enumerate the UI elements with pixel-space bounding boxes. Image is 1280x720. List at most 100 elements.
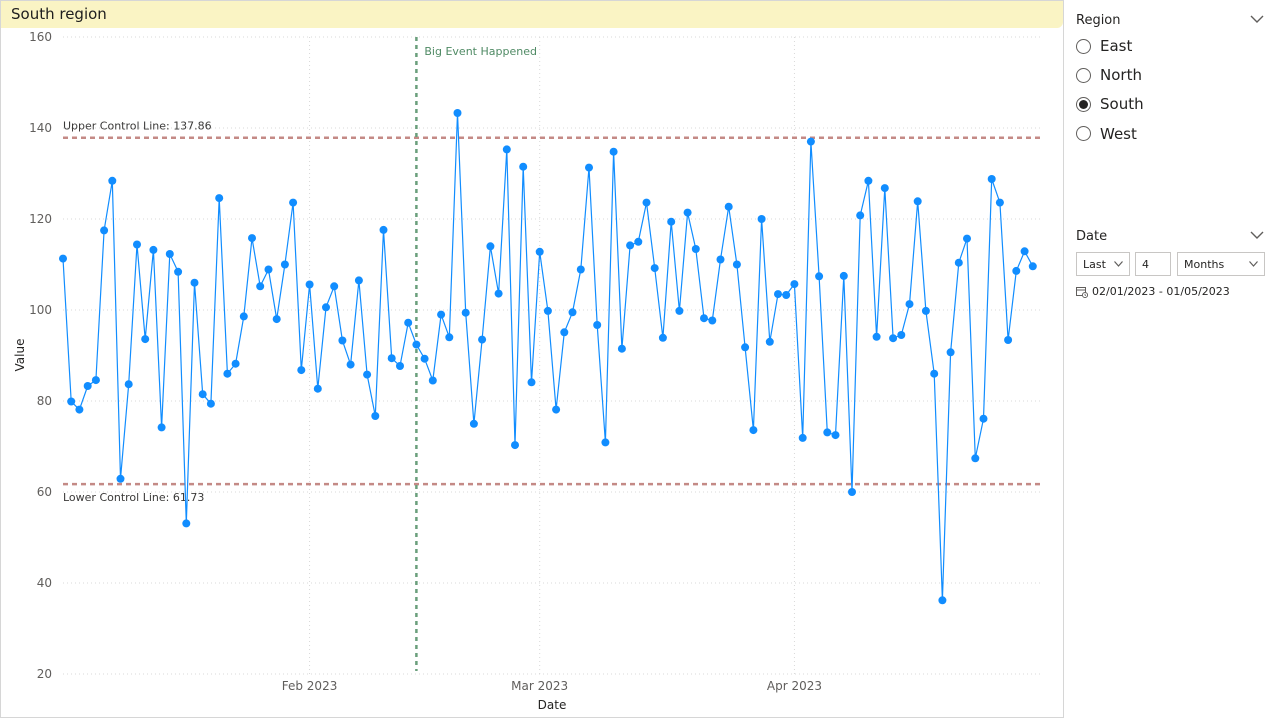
data-point [995, 198, 1004, 207]
data-point [946, 348, 955, 357]
data-point [256, 282, 265, 291]
data-point [617, 344, 626, 353]
data-point [174, 267, 183, 276]
lower-control-label: Lower Control Line: 61.73 [63, 491, 204, 504]
data-point [133, 240, 141, 249]
series-layer [59, 109, 1037, 605]
data-point [1028, 262, 1037, 271]
data-point [971, 454, 980, 463]
data-point [502, 145, 511, 154]
data-point [585, 163, 593, 172]
y-axis-title: Value [13, 339, 27, 372]
chevron-down-icon[interactable] [1250, 14, 1264, 24]
radio-button[interactable] [1076, 96, 1091, 112]
data-point [149, 245, 158, 254]
data-point [675, 306, 684, 315]
date-count-input[interactable]: 4 [1135, 252, 1171, 276]
data-point [938, 596, 947, 605]
data-point [963, 234, 971, 243]
data-point [264, 265, 273, 274]
data-point [206, 399, 215, 408]
data-point [856, 211, 865, 220]
data-point [83, 382, 92, 390]
radio-button[interactable] [1076, 126, 1091, 142]
region-option-east[interactable]: East [1076, 35, 1132, 57]
data-point [642, 198, 651, 207]
data-point [453, 109, 462, 117]
visual-title: South region [11, 5, 107, 23]
data-point [75, 405, 84, 414]
data-point [921, 306, 930, 315]
y-tick-label: 120 [29, 212, 52, 226]
visual-header: South region [1, 1, 1063, 28]
data-point [716, 255, 725, 264]
data-point [1020, 247, 1029, 256]
data-point [831, 431, 840, 440]
data-point [165, 250, 174, 258]
data-point [880, 184, 889, 193]
data-point [765, 337, 774, 346]
data-point [404, 318, 413, 327]
date-unit-dropdown[interactable]: Months [1177, 252, 1265, 276]
radio-button[interactable] [1076, 67, 1091, 83]
data-point [732, 260, 741, 269]
region-option-south[interactable]: South [1076, 93, 1144, 115]
data-point [667, 217, 676, 226]
data-point [905, 300, 914, 309]
region-option-west[interactable]: West [1076, 123, 1137, 145]
data-point [954, 258, 963, 267]
south-region-visual[interactable]: 20 40 60 80 100 120 140 160 Feb 2023 Mar 2023 Apr … [0, 0, 1064, 718]
upper-control-label: Upper Control Line: 137.86 [63, 120, 212, 133]
data-point [782, 291, 791, 299]
date-unit-value: Months [1184, 257, 1225, 271]
x-axis-title: Date [538, 698, 567, 712]
date-slicer-title: Date [1076, 229, 1108, 244]
region-option-label: East [1100, 37, 1133, 55]
data-point [724, 202, 733, 211]
data-point [1012, 266, 1021, 275]
data-point [412, 340, 421, 349]
radio-selected-dot [1079, 99, 1088, 109]
date-count-value: 4 [1142, 257, 1149, 271]
data-point [330, 282, 339, 291]
data-point [494, 289, 503, 298]
data-point [371, 412, 380, 420]
data-point [979, 414, 988, 423]
axis-layer: 20 40 60 80 100 120 140 160 Feb 2023 Mar 2023 Apr … [29, 30, 822, 693]
radio-button[interactable] [1076, 38, 1091, 54]
y-tick-label: 160 [29, 30, 52, 44]
data-point [387, 354, 396, 363]
chevron-down-icon[interactable] [1250, 230, 1264, 240]
data-point [749, 426, 758, 435]
data-point [67, 397, 76, 406]
data-point [354, 276, 363, 285]
data-point [461, 308, 470, 317]
date-range-text: 02/01/2023 - 01/05/2023 [1092, 285, 1230, 298]
control-chart: 20 40 60 80 100 120 140 160 Feb 2023 Mar 2023 Apr … [13, 30, 1043, 712]
data-point [428, 376, 437, 385]
data-point [182, 519, 191, 528]
data-point [790, 280, 799, 289]
date-range: 02/01/2023 - 01/05/2023 [1076, 285, 1230, 298]
data-point [239, 312, 248, 321]
y-tick-label: 40 [37, 576, 52, 590]
region-option-north[interactable]: North [1076, 64, 1142, 86]
x-tick-label: Feb 2023 [282, 679, 338, 693]
data-point [543, 306, 552, 315]
data-point [552, 405, 561, 414]
chevron-down-icon [1114, 261, 1123, 267]
event-label: Big Event Happened [424, 45, 537, 58]
data-point [691, 245, 700, 253]
date-mode-dropdown[interactable]: Last [1076, 252, 1130, 276]
data-point [741, 343, 750, 352]
data-point [823, 428, 832, 437]
slicer-pane: Region East North South West Date Last 4 Mo… [1068, 0, 1280, 720]
data-point [190, 278, 199, 287]
data-point [313, 384, 322, 393]
y-tick-label: 140 [29, 121, 52, 135]
data-point [289, 198, 298, 207]
data-point [223, 369, 232, 378]
data-point [798, 433, 807, 442]
region-slicer-title: Region [1076, 13, 1121, 28]
data-point [379, 225, 388, 234]
